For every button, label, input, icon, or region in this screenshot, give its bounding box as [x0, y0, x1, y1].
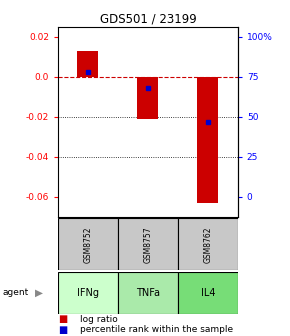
Bar [77, 51, 98, 77]
Text: ■: ■ [58, 325, 67, 335]
Bar [197, 77, 218, 203]
Text: ■: ■ [58, 314, 67, 324]
Bar [118, 272, 178, 314]
Text: percentile rank within the sample: percentile rank within the sample [80, 326, 233, 334]
Text: IL4: IL4 [201, 288, 215, 298]
Bar [118, 218, 178, 270]
Text: TNFa: TNFa [136, 288, 160, 298]
Text: GSM8757: GSM8757 [143, 226, 153, 263]
Title: GDS501 / 23199: GDS501 / 23199 [99, 13, 196, 26]
Bar [178, 218, 238, 270]
Text: agent: agent [3, 289, 29, 297]
Bar [178, 272, 238, 314]
Bar [58, 272, 118, 314]
Text: IFNg: IFNg [77, 288, 99, 298]
Text: GSM8752: GSM8752 [84, 226, 93, 263]
Bar [58, 218, 118, 270]
Text: log ratio: log ratio [80, 315, 117, 324]
Bar [137, 77, 158, 119]
Text: ▶: ▶ [35, 288, 43, 298]
Text: GSM8762: GSM8762 [203, 226, 212, 263]
